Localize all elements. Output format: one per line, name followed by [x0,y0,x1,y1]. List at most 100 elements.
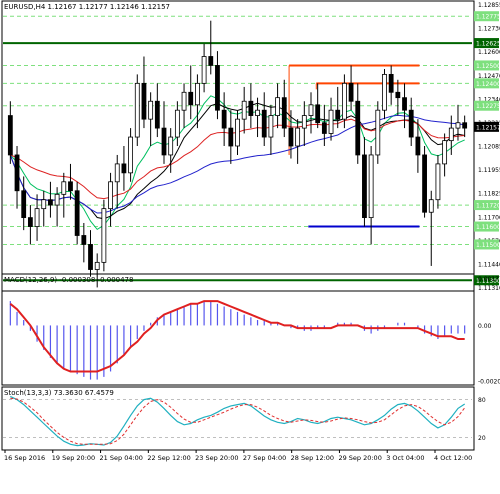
candle-body-49 [335,109,341,120]
candle-body-1 [14,154,20,192]
candle-body-46 [315,104,321,124]
candle-body-57 [388,73,394,93]
candle-body-68 [462,122,468,129]
price-y-tick-label-8: 1.11825 [478,191,500,198]
candle-body-21 [148,100,154,120]
candle-body-26 [181,91,187,111]
price-marker-bg-2 [474,60,499,71]
candle-body-58 [395,91,401,99]
candle-body-8 [61,181,67,195]
candle-body-52 [355,100,361,156]
candle-body-47 [321,122,327,134]
price-marker-bg-3 [474,78,499,89]
x-tick-label-1: 19 Sep 20:00 [52,454,95,462]
price-marker-label-4: 1.12275 [476,103,500,110]
candle-body-53 [362,154,367,219]
macd-y-tick-label-0: 0.001779 [478,276,500,283]
candle-body-29 [201,56,207,84]
macd-y-tick-label-1: 0.00 [478,323,492,330]
price-marker-bg-7 [474,221,499,232]
x-tick-label-4: 23 Sep 20:00 [195,454,238,462]
candle-body-38 [261,109,267,138]
price-marker-bg-4 [474,100,499,111]
candle-body-31 [215,65,220,111]
stoch-y-tick-label-1: 20 [478,435,486,442]
candle-body-37 [255,109,260,116]
candle-body-51 [348,82,354,102]
candle-body-50 [341,82,347,120]
candle-body-41 [281,97,287,129]
candle-body-24 [168,136,174,156]
x-tick-label-6: 28 Sep 12:00 [291,454,334,462]
candle-body-3 [27,217,33,227]
candle-body-39 [268,115,274,138]
x-tick-label-7: 29 Sep 20:00 [338,454,381,462]
candle-body-32 [221,109,227,129]
stoch-signal-line [10,397,466,445]
price-marker-bg-6 [474,200,499,211]
candle-body-36 [248,100,254,116]
price-marker-bg-9 [474,275,499,286]
price-y-tick-label-12: 1.11310 [478,285,500,292]
candle-body-48 [328,109,334,134]
price-y-tick-label-9: 1.11700 [478,214,500,221]
candle-body-35 [241,100,247,120]
candle-body-15 [108,181,113,210]
candle-body-55 [375,109,381,156]
price-marker-bg-0 [474,11,499,22]
price-y-tick-label-11: 1.11440 [478,261,500,268]
candle-body-11 [81,235,87,245]
price-marker-bg-5 [474,121,499,132]
candle-body-42 [288,127,294,147]
price-y-tick-label-6: 1.12085 [478,144,500,151]
candle-body-5 [41,199,47,210]
candle-body-2 [21,190,27,219]
x-tick-label-9: 4 Oct 12:00 [434,454,472,462]
stoch-y-tick-label-0: 80 [478,397,486,404]
macd-panel-frame [1,273,475,386]
macd-signal-line [9,300,465,373]
price-marker-label-7: 1.11600 [476,224,500,231]
candle-body-65 [442,140,448,165]
price-marker-label-3: 1.12400 [476,81,500,88]
candle-body-43 [295,127,301,147]
candle-body-66 [448,127,454,142]
candle-body-34 [235,118,240,147]
candle-body-56 [382,73,387,111]
candle-body-45 [308,104,314,116]
price-panel-frame [1,0,475,292]
price-marker-bg-1 [474,38,499,49]
candle-body-63 [428,199,434,213]
price-y-tick-label-4: 1.12340 [478,96,500,103]
stoch-main-line [10,395,466,447]
stoch-title: Stoch(13,3,3) 73.3630 67.4579 [4,389,114,397]
candle-body-23 [161,127,167,156]
candle-body-12 [88,244,93,270]
x-tick-label-5: 27 Sep 04:00 [243,454,286,462]
candle-body-33 [228,127,234,147]
price-y-tick-label-0: 1.12855 [478,2,500,9]
candle-body-13 [94,261,100,270]
price-marker-label-1: 1.12625 [476,41,500,48]
candle-body-9 [68,181,73,192]
candle-body-18 [128,136,134,174]
candle-body-19 [134,82,140,138]
candle-body-30 [208,56,214,66]
candle-body-14 [101,208,107,263]
price-marker-label-8: 1.11500 [476,242,500,249]
price-y-tick-label-7: 1.11955 [478,167,500,174]
candle-body-40 [275,97,280,116]
macd-title: MACD(12,26,9) -0.000308 -0.000478 [4,276,133,284]
candle-body-27 [188,91,194,106]
candle-body-64 [435,163,441,201]
price-marker-label-9: 1.11300 [476,278,500,285]
candle-body-25 [174,109,180,138]
price-marker-label-2: 1.12500 [476,63,500,70]
candle-body-62 [422,154,427,213]
price-marker-label-5: 1.12157 [476,124,500,131]
price-y-tick-label-2: 1.12600 [478,49,500,56]
stoch-panel-frame [1,386,475,451]
x-tick-label-8: 3 Oct 04:00 [386,454,424,462]
